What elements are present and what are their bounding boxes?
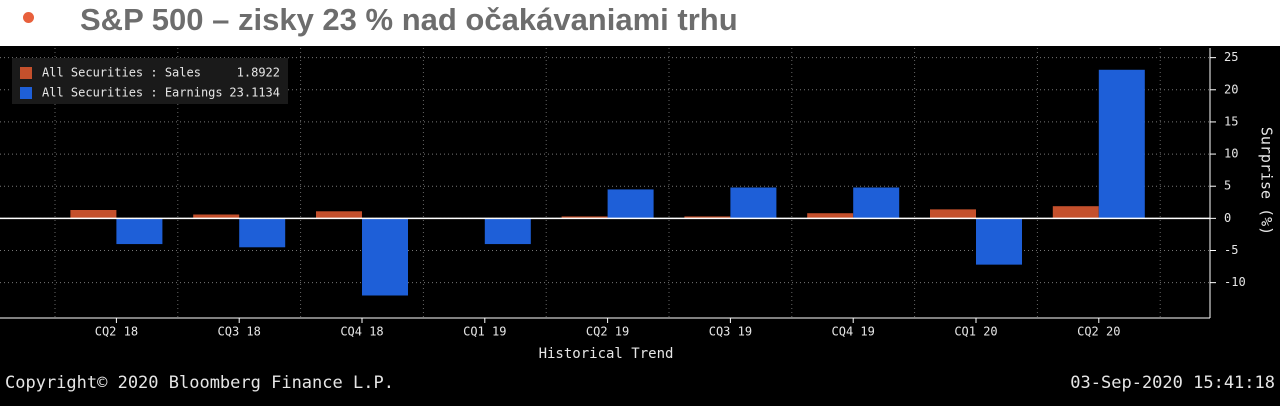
x-tick-label: CQ1 19 bbox=[463, 325, 506, 339]
bar bbox=[684, 216, 731, 219]
legend-label: All Securities : Earnings bbox=[42, 86, 223, 100]
x-tick-label: CQ3 18 bbox=[218, 325, 261, 339]
bar bbox=[976, 218, 1022, 265]
bar bbox=[316, 211, 362, 219]
y-tick-label: 5 bbox=[1224, 179, 1231, 193]
bar bbox=[807, 213, 854, 219]
y-tick-label: -5 bbox=[1224, 243, 1238, 257]
x-axis-title: Historical Trend bbox=[539, 346, 674, 362]
chart: Surprise (%) Historical Trend Copyright©… bbox=[0, 46, 1280, 406]
bar bbox=[930, 209, 976, 219]
bar bbox=[730, 187, 777, 219]
bullet bbox=[23, 12, 34, 23]
timestamp: 03-Sep-2020 15:41:18 bbox=[1070, 373, 1275, 393]
legend-label: All Securities : Sales bbox=[42, 66, 201, 80]
header: S&P 500 – zisky 23 % nad očakávaniami tr… bbox=[0, 0, 1280, 46]
bar bbox=[607, 189, 654, 219]
x-tick-label: CQ4 19 bbox=[832, 325, 875, 339]
x-tick-label: CQ2 20 bbox=[1077, 325, 1120, 339]
x-tick-label: CQ2 19 bbox=[586, 325, 629, 339]
y-tick-label: 20 bbox=[1224, 82, 1238, 96]
legend-box bbox=[12, 58, 288, 104]
bar bbox=[116, 218, 163, 245]
bar bbox=[193, 214, 240, 219]
x-tick-label: CQ4 18 bbox=[340, 325, 383, 339]
legend-swatch bbox=[20, 67, 32, 79]
y-axis-title: Surprise (%) bbox=[1258, 127, 1276, 235]
y-tick-label: 10 bbox=[1224, 147, 1238, 161]
legend-value: 23.1134 bbox=[229, 86, 280, 100]
slide-title: S&P 500 – zisky 23 % nad očakávaniami tr… bbox=[80, 2, 738, 37]
y-tick-label: -10 bbox=[1224, 275, 1246, 289]
bar bbox=[561, 216, 608, 219]
y-tick-label: 25 bbox=[1224, 50, 1238, 64]
y-tick-label: 15 bbox=[1224, 114, 1238, 128]
x-tick-label: CQ3 19 bbox=[709, 325, 752, 339]
bar bbox=[853, 187, 900, 219]
bar bbox=[362, 218, 408, 296]
x-tick-label: CQ1 20 bbox=[954, 325, 997, 339]
legend-swatch bbox=[20, 87, 32, 99]
copyright: Copyright© 2020 Bloomberg Finance L.P. bbox=[5, 373, 394, 393]
x-tick-label: CQ2 18 bbox=[95, 325, 138, 339]
chart-background bbox=[0, 46, 1280, 406]
bar bbox=[1052, 206, 1099, 219]
legend-value: 1.8922 bbox=[237, 66, 280, 80]
bar bbox=[70, 210, 117, 219]
y-tick-label: 0 bbox=[1224, 211, 1231, 225]
bar bbox=[239, 218, 286, 248]
bar bbox=[484, 218, 531, 245]
bar bbox=[1098, 69, 1145, 219]
